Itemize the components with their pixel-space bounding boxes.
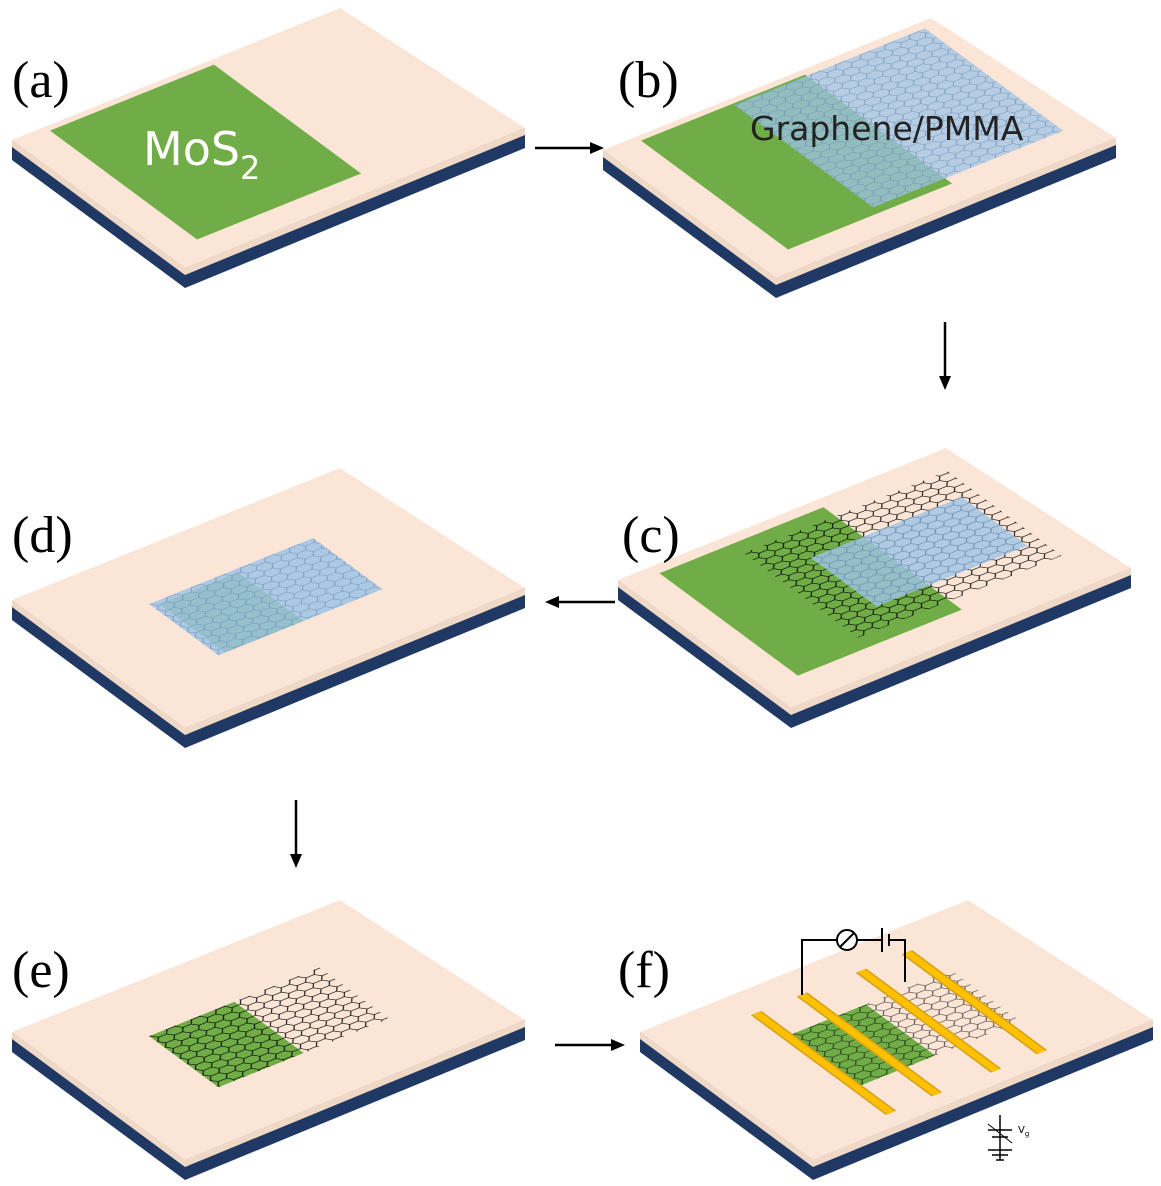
film-label: Graphene/PMMA: [750, 109, 1024, 148]
panel-label: (c): [622, 507, 680, 564]
panel-label: (a): [12, 52, 70, 109]
figure: MoS2 Graphene/PMMA: [0, 0, 1161, 1186]
gate-subscript: g: [1025, 1130, 1029, 1138]
panel-label: (b): [618, 52, 679, 109]
panel-label: (e): [12, 942, 70, 999]
panel-f: [640, 900, 1153, 1180]
panel-c: [618, 448, 1131, 728]
mos2-text: MoS: [143, 122, 240, 176]
panel-d: [12, 468, 525, 748]
panel-a: [12, 8, 525, 288]
panel-e: [12, 900, 525, 1180]
mos2-subscript: 2: [240, 149, 260, 187]
gate-label: Vg: [1018, 1125, 1029, 1138]
panel-label: (f): [618, 942, 670, 999]
panel-label: (d): [12, 507, 73, 564]
panel-b: [603, 18, 1116, 298]
